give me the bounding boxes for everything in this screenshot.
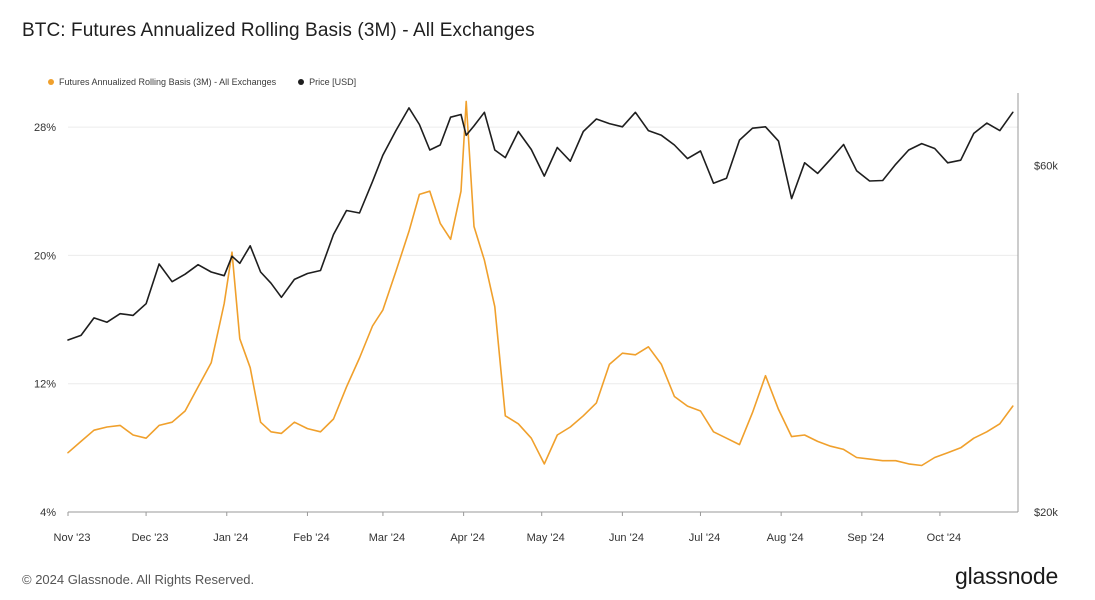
price-series-line [67,107,1014,341]
legend-label-basis: Futures Annualized Rolling Basis (3M) - … [59,77,277,87]
x-tick-label: Oct '24 [927,532,962,544]
x-tick-label: Jun '24 [609,532,644,544]
x-tick-label: Apr '24 [450,532,485,544]
chart-legend: Futures Annualized Rolling Basis (3M) - … [48,77,356,87]
x-tick-label: Nov '23 [54,532,91,544]
x-tick-label: May '24 [527,532,565,544]
x-tick-label: Mar '24 [369,532,405,544]
x-tick-label: Jul '24 [689,532,720,544]
y-left-tick-label: 20% [34,250,56,262]
x-tick-label: Sep '24 [847,532,884,544]
legend-dot-price [298,79,305,85]
legend-dot-basis [48,79,54,85]
x-tick-label: Jan '24 [213,532,248,544]
copyright-text: © 2024 Glassnode. All Rights Reserved. [22,572,255,587]
legend-item-basis[interactable]: Futures Annualized Rolling Basis (3M) - … [48,77,276,87]
chart-title: BTC: Futures Annualized Rolling Basis (3… [22,20,535,41]
y-right-tick-label: $60k [1034,160,1058,172]
glassnode-logo[interactable]: glassnode [955,563,1059,589]
y-right-tick-label: $20k [1034,507,1058,519]
y-left-tick-label: 12% [34,379,56,391]
y-left-tick-label: 4% [40,507,56,519]
x-tick-label: Aug '24 [767,532,804,544]
x-tick-label: Dec '23 [132,532,169,544]
basis-series-line [67,100,1014,467]
y-left-tick-label: 28% [34,122,56,134]
x-tick-label: Feb '24 [293,532,329,544]
legend-item-price[interactable]: Price [USD] [298,77,356,87]
legend-label-price: Price [USD] [309,77,357,87]
